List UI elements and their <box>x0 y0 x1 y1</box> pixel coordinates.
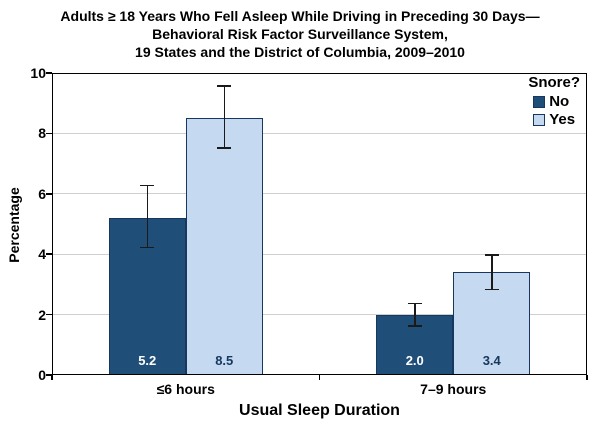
error-bar-cap-low-yes-1 <box>484 288 499 291</box>
legend-title: Snore? <box>528 74 580 91</box>
error-bar-cap-high-yes-0 <box>217 85 232 87</box>
x-category-label-1: 7–9 hours <box>420 381 487 397</box>
error-bar-cap-high-no-0 <box>140 184 155 187</box>
bar-value-label-no-0: 5.2 <box>138 353 157 368</box>
y-tick-label-10: 10 <box>30 65 46 81</box>
gridline-6 <box>52 193 587 195</box>
y-tick-mark-0 <box>46 374 52 376</box>
bar-value-label-yes-0: 8.5 <box>215 353 234 368</box>
legend-swatch-no <box>533 95 546 108</box>
y-tick-label-0: 0 <box>38 367 46 383</box>
y-tick-mark-2 <box>46 313 52 316</box>
legend-label-no: No <box>549 93 570 110</box>
error-bar-cap-high-no-1 <box>407 302 422 305</box>
gridline-8 <box>52 132 587 134</box>
legend-item-yes: Yes <box>533 111 575 128</box>
chart-title-line-1: Adults ≥ 18 Years Who Fell Asleep While … <box>60 8 540 24</box>
x-category-label-0: ≤6 hours <box>156 381 215 397</box>
error-bar-cap-low-yes-0 <box>217 147 232 149</box>
y-tick-label-2: 2 <box>38 306 46 323</box>
error-bar-line-no-1 <box>414 302 416 327</box>
gridline-2 <box>52 314 587 316</box>
error-bar-cap-low-no-1 <box>407 325 422 327</box>
legend-items: No Yes <box>533 92 575 129</box>
x-tick-mark-1 <box>318 375 321 380</box>
legend: Snore? No Yes <box>528 74 580 129</box>
y-tick-mark-8 <box>46 132 52 135</box>
chart-title-line-3: 19 States and the District of Columbia, … <box>135 44 465 60</box>
x-tick-mark-2 <box>586 375 588 380</box>
chart-title-line-2: Behavioral Risk Factor Surveillance Syst… <box>152 26 448 42</box>
y-tick-label-6: 6 <box>38 185 46 202</box>
y-axis-title: Percentage <box>6 187 22 263</box>
y-tick-mark-4 <box>46 253 52 255</box>
y-tick-mark-6 <box>46 193 52 195</box>
legend-swatch-yes <box>533 113 546 126</box>
y-tick-mark-10 <box>46 72 52 74</box>
gridline-4 <box>52 253 587 255</box>
y-tick-label-4: 4 <box>38 246 46 263</box>
error-bar-line-yes-0 <box>223 85 225 149</box>
bar-value-label-yes-1: 3.4 <box>482 353 501 368</box>
y-tick-label-8: 8 <box>38 125 46 142</box>
legend-item-no: No <box>533 93 575 110</box>
plot-area: 5.2 8.5 2.0 3.4 Snore? No Yes <box>52 73 587 375</box>
x-tick-mark-0 <box>51 375 53 380</box>
bar-value-label-no-1: 2.0 <box>405 353 424 368</box>
error-bar-line-no-0 <box>146 184 148 249</box>
chart-title: Adults ≥ 18 Years Who Fell Asleep While … <box>0 7 600 61</box>
error-bar-cap-high-yes-1 <box>484 254 499 256</box>
legend-label-yes: Yes <box>549 111 576 128</box>
x-axis-title: Usual Sleep Duration <box>239 402 400 419</box>
bar-yes-0: 8.5 <box>185 118 263 375</box>
error-bar-cap-low-no-0 <box>140 246 155 249</box>
error-bar-line-yes-1 <box>491 254 493 291</box>
